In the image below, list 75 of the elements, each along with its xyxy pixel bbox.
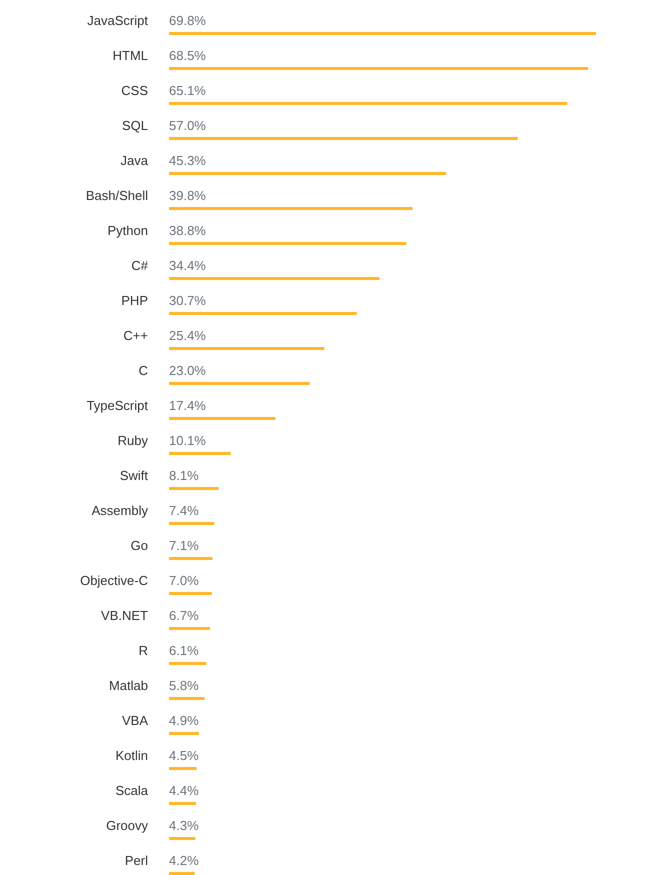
y-tick-label: SQL <box>122 118 148 133</box>
data-label: 10.1% <box>169 433 206 448</box>
bar <box>169 837 196 840</box>
bar <box>169 207 412 210</box>
data-label: 8.1% <box>169 468 200 483</box>
y-tick-label: PHP <box>121 293 148 308</box>
y-tick-label: VBA <box>122 713 148 728</box>
bar <box>169 697 204 700</box>
y-tick-label: TypeScript <box>86 398 148 413</box>
data-label: 4.5% <box>169 748 200 763</box>
y-tick-label: Groovy <box>106 818 148 833</box>
y-tick-label: Matlab <box>108 678 148 693</box>
bar <box>169 417 276 420</box>
bar <box>169 522 214 525</box>
data-label: 4.9% <box>169 713 200 728</box>
bar <box>169 67 588 70</box>
data-label: 39.8% <box>169 188 206 203</box>
y-tick-label: Bash/Shell <box>86 188 148 203</box>
bar <box>169 382 310 385</box>
y-tick-label: Perl <box>124 853 148 868</box>
bar <box>169 732 199 735</box>
data-label: 25.4% <box>169 328 206 343</box>
y-tick-label: Kotlin <box>115 748 148 763</box>
bar <box>169 662 206 665</box>
data-label: 4.3% <box>169 818 200 833</box>
data-label: 6.1% <box>169 643 200 658</box>
bar <box>169 487 219 490</box>
y-tick-label: Scala <box>115 783 149 798</box>
y-tick-label: C++ <box>123 328 148 343</box>
bar <box>169 312 357 315</box>
y-tick-label: Java <box>120 153 149 168</box>
bar <box>169 242 406 245</box>
data-label: 5.8% <box>169 678 200 693</box>
bar <box>169 277 380 280</box>
bar <box>169 592 212 595</box>
bar <box>169 872 195 875</box>
bar <box>169 102 568 105</box>
data-label: 17.4% <box>169 398 206 413</box>
y-tick-label: Ruby <box>118 433 148 448</box>
bar <box>169 32 596 35</box>
data-label: 23.0% <box>169 363 206 378</box>
data-label: 7.4% <box>169 503 200 518</box>
data-label: 69.8% <box>169 13 206 28</box>
y-tick-label: Objective-C <box>80 573 148 588</box>
bar <box>169 452 231 455</box>
bar <box>169 802 196 805</box>
y-tick-label: VB.NET <box>101 608 148 623</box>
bar <box>169 172 446 175</box>
y-tick-label: C <box>138 363 148 378</box>
y-tick-label: HTML <box>112 48 148 63</box>
data-label: 45.3% <box>169 153 206 168</box>
data-label: 6.7% <box>169 608 200 623</box>
y-tick-label: Python <box>108 223 148 238</box>
data-label: 7.0% <box>169 573 200 588</box>
bar <box>169 137 518 140</box>
y-tick-label: Go <box>130 538 148 553</box>
bar <box>169 767 197 770</box>
y-tick-label: JavaScript <box>87 13 148 28</box>
data-label: 65.1% <box>169 83 206 98</box>
y-tick-label: C# <box>131 258 149 273</box>
data-label: 4.2% <box>169 853 200 868</box>
bar <box>169 627 210 630</box>
y-tick-label: CSS <box>121 83 148 98</box>
bar <box>169 347 324 350</box>
y-tick-label: R <box>138 643 148 658</box>
data-label: 4.4% <box>169 783 200 798</box>
data-label: 68.5% <box>169 48 206 63</box>
data-label: 30.7% <box>169 293 206 308</box>
data-label: 7.1% <box>169 538 200 553</box>
data-label: 38.8% <box>169 223 206 238</box>
y-tick-label: Swift <box>120 468 148 483</box>
data-label: 57.0% <box>169 118 206 133</box>
bar <box>169 557 212 560</box>
y-tick-label: Assembly <box>92 503 148 518</box>
data-label: 34.4% <box>169 258 206 273</box>
